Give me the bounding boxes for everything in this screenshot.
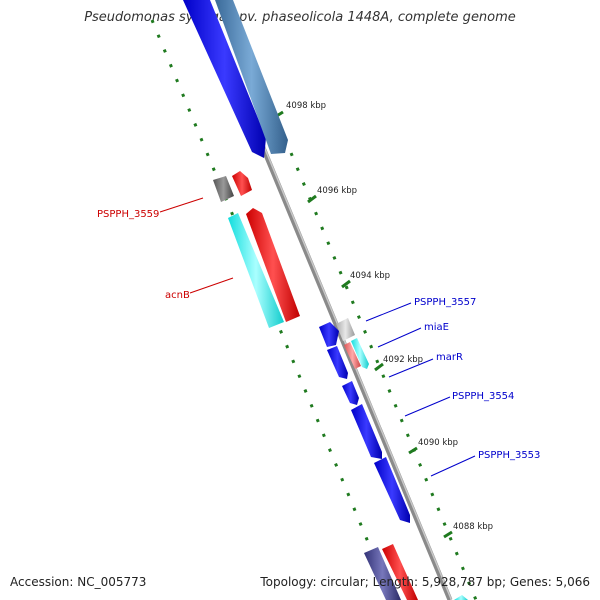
gene-arrow[interactable]	[382, 544, 418, 600]
gene-arrow[interactable]	[228, 213, 284, 328]
leader-line	[189, 277, 234, 294]
gene-label-pspph-3557[interactable]: PSPPH_3557	[414, 297, 476, 308]
gene-label-acnb[interactable]: acnB	[165, 290, 190, 301]
tick-label: 4098 kbp	[286, 101, 326, 111]
tick-label: 4094 kbp	[350, 271, 390, 281]
tick-label: 4090 kbp	[418, 438, 458, 448]
leader-line	[404, 396, 451, 417]
major-tick	[341, 279, 351, 289]
gene-arrow[interactable]	[374, 457, 410, 523]
major-tick	[408, 446, 418, 455]
genome-summary: Topology: circular; Length: 5,928,787 bp…	[260, 575, 590, 589]
accession-label: Accession: NC_005773	[10, 575, 147, 589]
major-tick	[374, 362, 384, 372]
tick-label: 4096 kbp	[317, 186, 357, 196]
reverse-strand-genes	[213, 171, 300, 328]
gene-arrow[interactable]	[213, 176, 234, 202]
leader-line	[377, 327, 422, 348]
tick-label: 4088 kbp	[453, 522, 493, 532]
gene-arrow[interactable]	[215, 0, 288, 154]
gene-arrow[interactable]	[246, 208, 300, 322]
major-tick	[443, 530, 453, 539]
gene-arrow[interactable]	[327, 346, 348, 379]
gene-arrow[interactable]	[232, 171, 252, 196]
gene-label-pspph-3559[interactable]: PSPPH_3559	[97, 209, 159, 220]
gene-arrow[interactable]	[454, 595, 468, 600]
gene-arrow[interactable]	[342, 381, 359, 405]
gene-arrow[interactable]	[183, 0, 266, 158]
gene-arrow[interactable]	[344, 342, 361, 369]
gene-label-pspph-3554[interactable]: PSPPH_3554	[452, 391, 514, 402]
leader-line	[159, 197, 204, 213]
gene-arrow[interactable]	[319, 322, 339, 347]
gene-label-miae[interactable]: miaE	[424, 322, 449, 333]
gene-arrow[interactable]	[336, 318, 355, 341]
tick-label: 4092 kbp	[383, 355, 423, 365]
leader-line	[430, 455, 476, 477]
gene-label-pspph-3553[interactable]: PSPPH_3553	[478, 450, 540, 461]
gene-label-marr[interactable]: marR	[436, 352, 463, 363]
major-tick	[307, 194, 317, 204]
gene-arrow[interactable]	[364, 547, 401, 600]
leader-line	[365, 302, 412, 322]
forward-strand-genes	[183, 0, 468, 600]
gene-arrow[interactable]	[351, 338, 369, 369]
gene-arrow[interactable]	[351, 404, 382, 459]
leader-line	[388, 358, 434, 378]
